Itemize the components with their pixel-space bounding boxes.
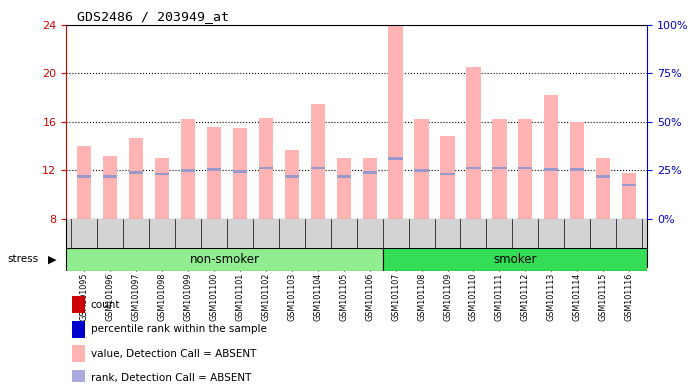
Bar <box>259 118 273 219</box>
Bar <box>103 175 118 178</box>
Bar <box>181 169 195 172</box>
Bar <box>207 127 221 219</box>
Text: smoker: smoker <box>493 253 537 266</box>
Text: count: count <box>90 300 120 310</box>
Bar <box>103 156 118 219</box>
Text: value, Detection Call = ABSENT: value, Detection Call = ABSENT <box>90 349 256 359</box>
Bar <box>570 168 585 170</box>
Bar <box>492 119 507 219</box>
Bar <box>77 146 91 219</box>
Bar <box>233 170 247 173</box>
Bar <box>383 248 647 271</box>
Bar <box>337 158 351 219</box>
Bar <box>544 95 558 219</box>
Bar <box>363 158 377 219</box>
Bar <box>155 173 169 175</box>
Bar <box>155 158 169 219</box>
Bar <box>622 173 636 219</box>
Bar <box>72 296 85 313</box>
Bar <box>441 136 454 219</box>
Bar <box>259 167 273 169</box>
Bar <box>519 119 532 219</box>
Bar <box>388 157 403 160</box>
Bar <box>414 119 429 219</box>
Bar <box>363 172 377 174</box>
Bar <box>414 169 429 172</box>
Bar <box>570 122 585 219</box>
Bar <box>72 370 85 384</box>
Bar <box>181 119 195 219</box>
Bar <box>129 138 143 219</box>
Bar <box>466 67 480 219</box>
Bar <box>596 158 610 219</box>
Text: percentile rank within the sample: percentile rank within the sample <box>90 324 267 334</box>
Bar <box>72 345 85 362</box>
Bar <box>310 167 325 169</box>
Bar <box>77 175 91 178</box>
Bar <box>66 248 383 271</box>
Text: stress: stress <box>7 254 38 264</box>
Bar <box>441 173 454 175</box>
Bar <box>233 128 247 219</box>
Bar <box>596 175 610 178</box>
Text: non-smoker: non-smoker <box>189 253 260 266</box>
Bar <box>492 167 507 169</box>
Text: GDS2486 / 203949_at: GDS2486 / 203949_at <box>77 10 228 23</box>
Bar <box>466 167 480 169</box>
Text: rank, Detection Call = ABSENT: rank, Detection Call = ABSENT <box>90 373 251 383</box>
Bar <box>285 175 299 178</box>
Bar <box>544 168 558 170</box>
Text: ▶: ▶ <box>48 254 56 264</box>
Bar <box>622 184 636 186</box>
Bar <box>129 172 143 174</box>
Bar <box>388 23 403 219</box>
Bar <box>337 175 351 178</box>
Bar <box>285 150 299 219</box>
Bar <box>519 167 532 169</box>
Bar <box>310 104 325 219</box>
Bar <box>72 321 85 338</box>
Bar <box>207 168 221 170</box>
